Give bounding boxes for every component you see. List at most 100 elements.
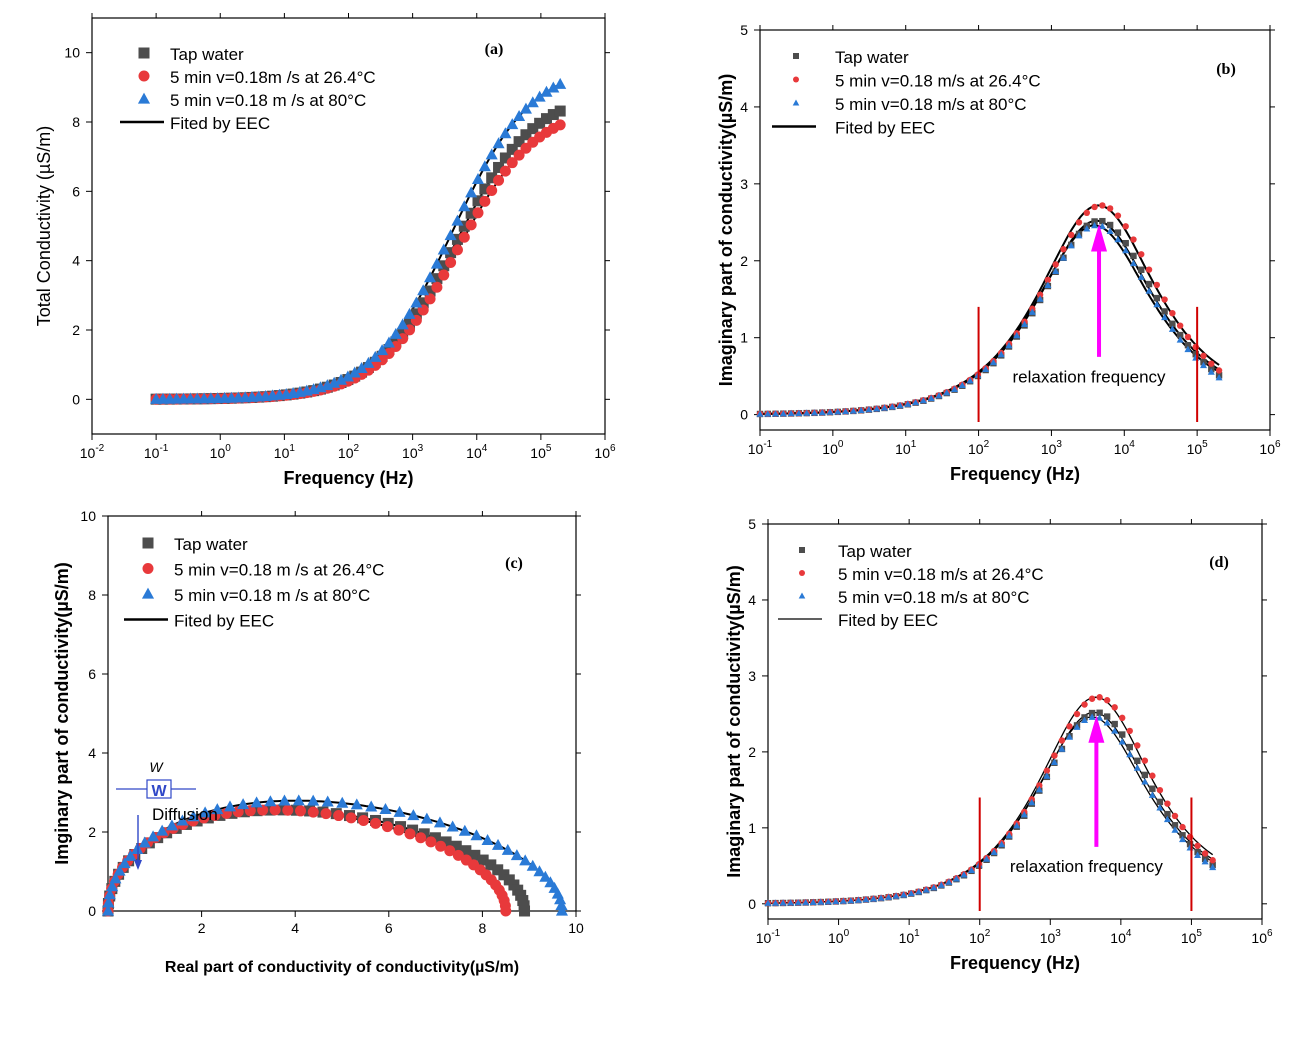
data-point bbox=[1073, 710, 1081, 718]
data-point bbox=[1073, 723, 1081, 730]
data-point bbox=[118, 857, 131, 869]
data-point bbox=[431, 273, 443, 285]
data-point bbox=[534, 117, 546, 129]
x-tick-label: 106 bbox=[1251, 928, 1273, 946]
data-point bbox=[199, 806, 212, 818]
x-tick-label: 2 bbox=[198, 920, 206, 936]
data-point bbox=[998, 840, 1006, 848]
data-point bbox=[1083, 209, 1090, 217]
legend-label: 5 min v=0.18 m/s at 80°C bbox=[838, 588, 1030, 607]
data-point bbox=[1192, 351, 1199, 358]
data-point bbox=[1141, 757, 1149, 764]
data-point bbox=[1005, 341, 1013, 349]
data-point bbox=[1161, 296, 1168, 303]
data-point bbox=[471, 172, 485, 184]
y-tick-label: 0 bbox=[740, 407, 748, 423]
data-point bbox=[519, 102, 532, 114]
data-point bbox=[1179, 835, 1187, 843]
data-point bbox=[292, 794, 305, 806]
legend-marker bbox=[798, 592, 806, 599]
data-point bbox=[554, 105, 566, 117]
x-tick-label: 105 bbox=[1181, 928, 1203, 946]
data-point bbox=[945, 878, 953, 885]
legend-label: 5 min v=0.18 m /s at 80°C bbox=[174, 586, 370, 605]
data-point bbox=[1201, 850, 1209, 857]
diffusion-label: Diffusion bbox=[152, 805, 218, 824]
data-point bbox=[817, 898, 825, 905]
data-point bbox=[106, 880, 119, 892]
data-point bbox=[513, 136, 525, 148]
legend-label: 5 min v=0.18 m/s at 26.4°C bbox=[835, 72, 1041, 91]
data-point bbox=[764, 899, 772, 906]
data-point bbox=[554, 77, 567, 89]
diffusion-annotation: WW Diffusion bbox=[116, 759, 218, 870]
data-point bbox=[824, 898, 832, 905]
data-point bbox=[435, 840, 447, 852]
data-point bbox=[350, 798, 363, 810]
data-point bbox=[1153, 300, 1161, 308]
data-point bbox=[491, 838, 505, 850]
data-point bbox=[922, 886, 930, 893]
data-point bbox=[904, 400, 912, 407]
data-point bbox=[1013, 821, 1021, 829]
data-point bbox=[445, 247, 457, 259]
relaxation-arrowhead bbox=[1088, 715, 1105, 743]
data-point bbox=[451, 233, 463, 245]
data-point bbox=[1035, 785, 1043, 793]
data-point bbox=[1194, 851, 1202, 858]
x-tick-label: 103 bbox=[1041, 439, 1063, 457]
data-point bbox=[555, 904, 569, 916]
data-point bbox=[1208, 360, 1215, 367]
data-point bbox=[888, 403, 896, 410]
data-point bbox=[943, 389, 951, 396]
data-point bbox=[131, 843, 144, 855]
data-point bbox=[357, 814, 369, 826]
data-point bbox=[842, 407, 850, 415]
data-point bbox=[499, 127, 512, 139]
data-point bbox=[1130, 236, 1137, 243]
data-point bbox=[1122, 239, 1129, 247]
legend-marker bbox=[141, 587, 155, 599]
series-3 bbox=[101, 794, 569, 916]
data-point bbox=[1060, 246, 1067, 253]
series-1 bbox=[150, 105, 566, 405]
x-tick-label: 101 bbox=[899, 928, 921, 946]
data-point bbox=[379, 803, 392, 815]
data-point bbox=[472, 207, 484, 219]
data-point bbox=[1043, 767, 1051, 774]
data-point bbox=[1145, 266, 1153, 273]
data-point bbox=[348, 366, 361, 378]
data-point bbox=[470, 829, 483, 841]
x-tick-label: 101 bbox=[274, 443, 296, 461]
data-point bbox=[526, 96, 539, 108]
data-point bbox=[458, 200, 471, 212]
data-point bbox=[307, 806, 319, 818]
data-point bbox=[370, 817, 382, 829]
data-point bbox=[500, 905, 512, 917]
data-point bbox=[433, 816, 447, 828]
x-tick-label: 106 bbox=[594, 443, 616, 461]
data-point bbox=[393, 805, 406, 817]
data-point bbox=[1133, 764, 1141, 771]
y-tick-label: 2 bbox=[72, 322, 80, 338]
data-point bbox=[444, 229, 457, 241]
y-tick-label: 10 bbox=[64, 45, 80, 61]
data-point bbox=[847, 896, 855, 904]
data-point bbox=[1138, 251, 1145, 258]
data-point bbox=[365, 800, 378, 812]
x-axis-title: Frequency (Hz) bbox=[950, 953, 1080, 973]
data-point bbox=[818, 408, 826, 416]
panel-label: (a) bbox=[485, 41, 504, 58]
data-point bbox=[1194, 842, 1201, 849]
data-point bbox=[1111, 720, 1118, 728]
data-point bbox=[485, 148, 498, 160]
x-tick-label: 4 bbox=[291, 920, 299, 936]
data-point bbox=[499, 165, 511, 177]
data-point bbox=[1091, 203, 1098, 211]
data-point bbox=[1171, 822, 1179, 829]
data-point bbox=[362, 356, 375, 368]
x-tick-label: 10-2 bbox=[80, 443, 105, 461]
data-point bbox=[478, 160, 491, 172]
plot-frame bbox=[759, 29, 1271, 431]
